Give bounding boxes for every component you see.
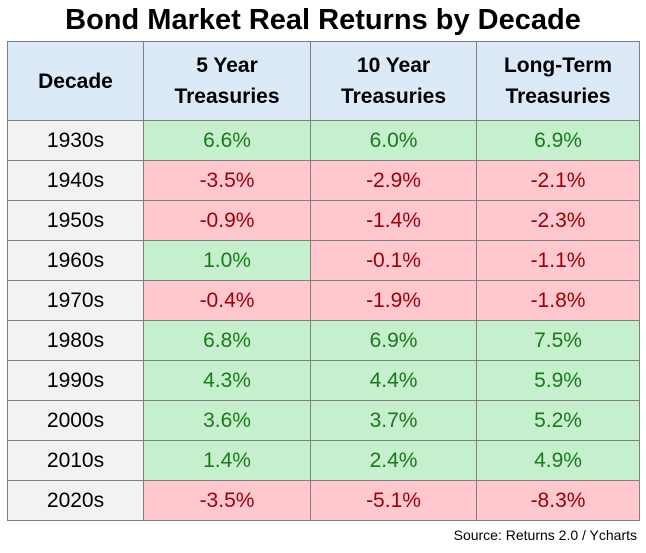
- return-cell: -2.9%: [310, 160, 477, 201]
- source: Source: Returns 2.0 / Ycharts: [453, 527, 637, 543]
- return-cell: 4.3%: [143, 360, 311, 401]
- decade-cell: 1940s: [7, 160, 144, 201]
- table-row: 2020s -3.5% -5.1% -8.3%: [7, 480, 640, 521]
- table-row: 1970s -0.4% -1.9% -1.8%: [7, 280, 640, 321]
- decade-cell: 2010s: [7, 440, 144, 481]
- return-cell: 1.0%: [143, 240, 311, 281]
- return-cell: 1.4%: [143, 440, 311, 481]
- table-row: 2010s 1.4% 2.4% 4.9%: [7, 440, 640, 481]
- table-row: 1960s 1.0% -0.1% -1.1%: [7, 240, 640, 281]
- table-body: 1930s 6.6% 6.0% 6.9% 1940s -3.5% -2.9% -2.1% 195…: [7, 120, 640, 521]
- return-cell: -0.1%: [310, 240, 477, 281]
- column-header: 10 Year Treasuries: [310, 41, 477, 121]
- return-cell: -3.5%: [143, 480, 311, 521]
- return-cell: 6.8%: [143, 320, 311, 361]
- return-cell: -1.9%: [310, 280, 477, 321]
- return-cell: -2.1%: [476, 160, 640, 201]
- decade-cell: 1950s: [7, 200, 144, 241]
- return-cell: 3.6%: [143, 400, 311, 441]
- return-cell: 4.9%: [476, 440, 640, 481]
- table-row: 1930s 6.6% 6.0% 6.9%: [7, 120, 640, 161]
- returns-table: Decade 5 Year Treasuries 10 Year Treasurie…: [7, 41, 640, 521]
- decade-cell: 1970s: [7, 280, 144, 321]
- decade-cell: 1930s: [7, 120, 144, 161]
- return-cell: 5.9%: [476, 360, 640, 401]
- return-cell: -1.4%: [310, 200, 477, 241]
- column-header: Long-Term Treasuries: [476, 41, 640, 121]
- column-header: 5 Year Treasuries: [143, 41, 311, 121]
- decade-cell: 1990s: [7, 360, 144, 401]
- table-row: 1990s 4.3% 4.4% 5.9%: [7, 360, 640, 401]
- return-cell: 6.9%: [476, 120, 640, 161]
- return-cell: 2.4%: [310, 440, 477, 481]
- return-cell: -1.8%: [476, 280, 640, 321]
- return-cell: -1.1%: [476, 240, 640, 281]
- decade-cell: 1960s: [7, 240, 144, 281]
- return-cell: 4.4%: [310, 360, 477, 401]
- decade-cell: 2000s: [7, 400, 144, 441]
- return-cell: -2.3%: [476, 200, 640, 241]
- table-row: 1980s 6.8% 6.9% 7.5%: [7, 320, 640, 361]
- column-header: Decade: [7, 41, 144, 121]
- return-cell: 7.5%: [476, 320, 640, 361]
- table-row: 1950s -0.9% -1.4% -2.3%: [7, 200, 640, 241]
- return-cell: -8.3%: [476, 480, 640, 521]
- header-row: Decade 5 Year Treasuries 10 Year Treasurie…: [7, 41, 640, 121]
- return-cell: 6.9%: [310, 320, 477, 361]
- return-cell: -3.5%: [143, 160, 311, 201]
- return-cell: 5.2%: [476, 400, 640, 441]
- return-cell: -5.1%: [310, 480, 477, 521]
- return-cell: 6.6%: [143, 120, 311, 161]
- decade-cell: 2020s: [7, 480, 144, 521]
- return-cell: 3.7%: [310, 400, 477, 441]
- table-row: 2000s 3.6% 3.7% 5.2%: [7, 400, 640, 441]
- return-cell: -0.9%: [143, 200, 311, 241]
- title: Bond Market Real Returns by Decade: [65, 4, 581, 36]
- return-cell: -0.4%: [143, 280, 311, 321]
- decade-cell: 1980s: [7, 320, 144, 361]
- return-cell: 6.0%: [310, 120, 477, 161]
- table-row: 1940s -3.5% -2.9% -2.1%: [7, 160, 640, 201]
